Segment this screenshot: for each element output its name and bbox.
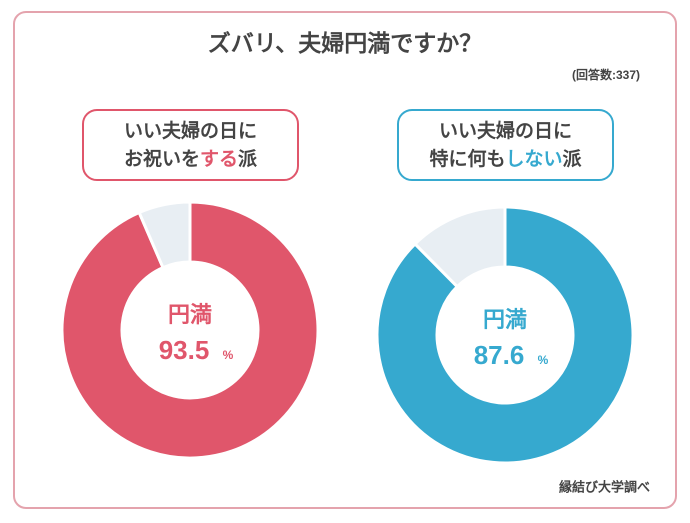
unit-label: % [538, 353, 549, 367]
heading-line: いい夫婦の日に [439, 119, 572, 142]
value-label: 87.6 [474, 340, 525, 370]
title: ズバリ、夫婦円満ですか？ [208, 30, 483, 56]
unit-label: % [223, 348, 234, 362]
donut-segment [60, 200, 320, 460]
source: 縁結び大学調べ [559, 479, 650, 494]
heading-text: しない [505, 148, 562, 170]
heading-text: いい夫婦の日に [439, 119, 572, 142]
heading-text: 特に何も [429, 147, 505, 170]
donut-segment [412, 205, 507, 289]
heading-text: お祝いを [124, 147, 200, 170]
heading-line: いい夫婦の日に [124, 119, 257, 142]
heading-text: 派 [238, 148, 258, 170]
heading-text: 派 [563, 148, 583, 170]
heading-box [397, 109, 614, 181]
heading-text: する [200, 148, 238, 170]
value-label: 93.5 [159, 335, 210, 365]
heading-text: いい夫婦の日に [124, 119, 257, 142]
donut-segment [137, 200, 192, 270]
note: (回答数:337) [572, 67, 640, 82]
category-label: 円満 [483, 307, 527, 332]
heading-line: お祝いをする派 [124, 147, 258, 170]
heading-box [82, 109, 299, 181]
category-label: 円満 [168, 302, 212, 327]
heading-line: 特に何もしない派 [429, 147, 582, 170]
